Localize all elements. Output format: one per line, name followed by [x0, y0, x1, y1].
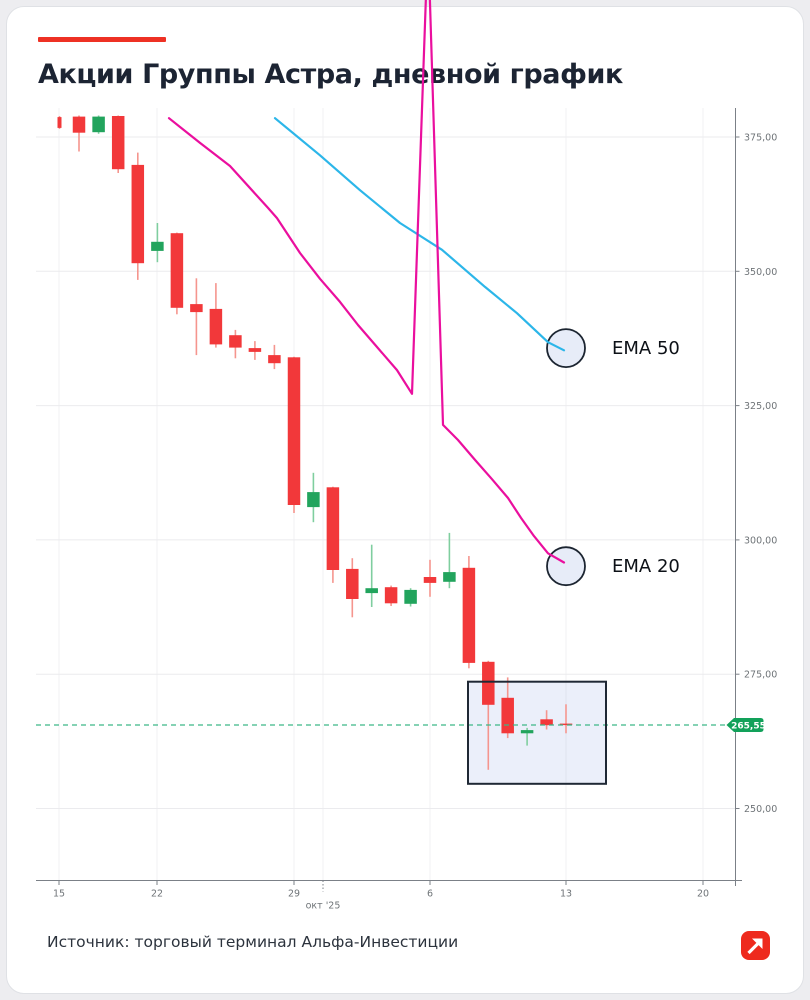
- candle-body: [462, 567, 476, 663]
- candle-body: [326, 487, 340, 570]
- candle-body: [482, 661, 495, 705]
- candle-body: [151, 241, 164, 251]
- price-tag-shape: [726, 718, 764, 732]
- candle-body: [229, 335, 242, 348]
- candle-body: [365, 588, 378, 594]
- ema50-label: EMA 50: [612, 338, 680, 359]
- x-tick-label: 20: [697, 889, 709, 900]
- candle-body: [384, 587, 398, 604]
- candle-body: [423, 577, 437, 583]
- candle-body: [268, 355, 281, 364]
- candle-body: [307, 492, 320, 508]
- accent-bar: [38, 37, 166, 42]
- candle-body: [559, 723, 573, 726]
- arrow-up-right-icon: [747, 938, 763, 955]
- x-axis-ticks: 15 22 29 окт '25 6 13 20: [53, 880, 709, 912]
- ema50-line: [273, 117, 566, 352]
- x-tick-label: 29: [288, 889, 300, 900]
- x-tick-label: 22: [151, 889, 163, 900]
- candle-body: [170, 233, 184, 308]
- candle-body: [92, 116, 105, 133]
- price-tag-label: 265,55: [731, 721, 766, 731]
- candle-body: [72, 116, 86, 133]
- candle-body: [520, 730, 534, 734]
- source-caption: Источник: торговый терминал Альфа-Инвест…: [47, 933, 459, 951]
- candle-series: [57, 115, 573, 770]
- candle-body: [404, 589, 417, 604]
- candle-body: [190, 304, 203, 313]
- candle-body: [111, 116, 125, 170]
- y-tick-label: 375,00: [744, 133, 777, 144]
- ema20-line: [167, 0, 566, 564]
- y-tick-label: 250,00: [744, 804, 777, 815]
- page-title: Акции Группы Астра, дневной график: [38, 59, 623, 90]
- y-tick-label: 350,00: [744, 267, 777, 278]
- x-tick-label: 15: [53, 889, 65, 900]
- y-tick-label: 300,00: [744, 535, 777, 546]
- x-tick-label: окт '25: [306, 901, 341, 912]
- candle-body: [287, 357, 301, 505]
- candle-body: [443, 572, 456, 582]
- candle-body: [57, 117, 62, 128]
- y-axis-ticks: 375,00 350,00 325,00 300,00 275,00 250,00: [735, 133, 777, 815]
- candle-body: [248, 348, 262, 352]
- y-tick-label: 325,00: [744, 401, 777, 412]
- y-tick-label: 275,00: [744, 670, 777, 681]
- horizontal-gridlines: [36, 136, 736, 809]
- ema20-label: EMA 20: [612, 556, 680, 577]
- current-price-tag: 265,55: [726, 718, 766, 732]
- candle-body: [501, 697, 514, 734]
- highlight-box-border: [467, 680, 607, 785]
- candle-body: [346, 568, 359, 599]
- alfa-investments-logo: [741, 931, 770, 960]
- ema50-marker: [546, 328, 586, 369]
- x-tick-label: 6: [427, 889, 433, 900]
- candle-body: [209, 308, 223, 345]
- x-tick-label: 13: [560, 889, 572, 900]
- candle-body: [131, 164, 145, 264]
- candle-body: [540, 719, 553, 726]
- ema20-marker: [546, 546, 586, 587]
